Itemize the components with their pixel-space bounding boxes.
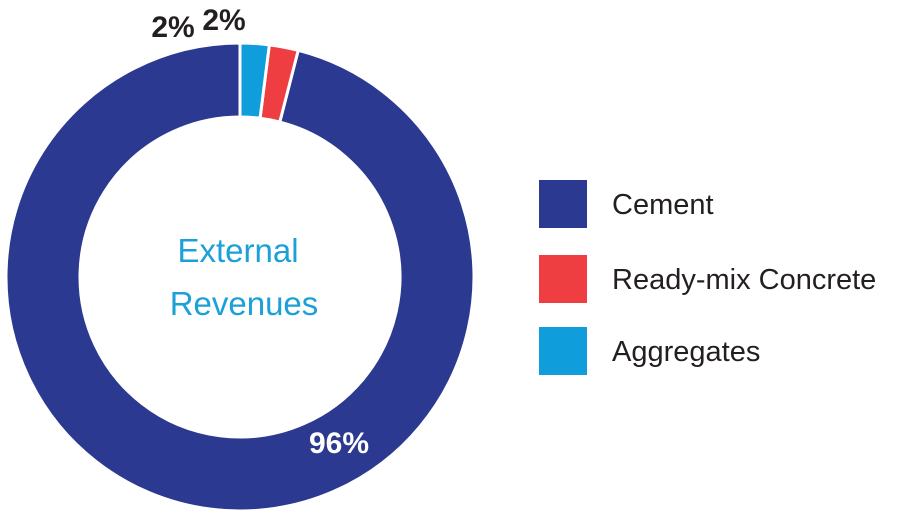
- center-label-line-1: External: [177, 232, 298, 269]
- legend-label-aggregates: Aggregates: [612, 336, 761, 368]
- legend-label-ready-mix-concrete: Ready-mix Concrete: [612, 264, 877, 296]
- slice-aggregates: [238, 41, 272, 120]
- legend-swatch-aggregates: [539, 327, 587, 375]
- data-label-cement: 96%: [309, 427, 369, 460]
- data-label-aggregates: 2%: [202, 4, 245, 37]
- legend-swatch-ready-mix-concrete: [539, 255, 587, 303]
- data-label-ready-mix-concrete: 2%: [151, 11, 194, 44]
- center-label-line-2: Revenues: [170, 285, 319, 322]
- legend-swatch-cement: [539, 180, 587, 228]
- donut-slices: [4, 41, 476, 513]
- slice-cement: [4, 41, 476, 513]
- legend-label-cement: Cement: [612, 189, 714, 221]
